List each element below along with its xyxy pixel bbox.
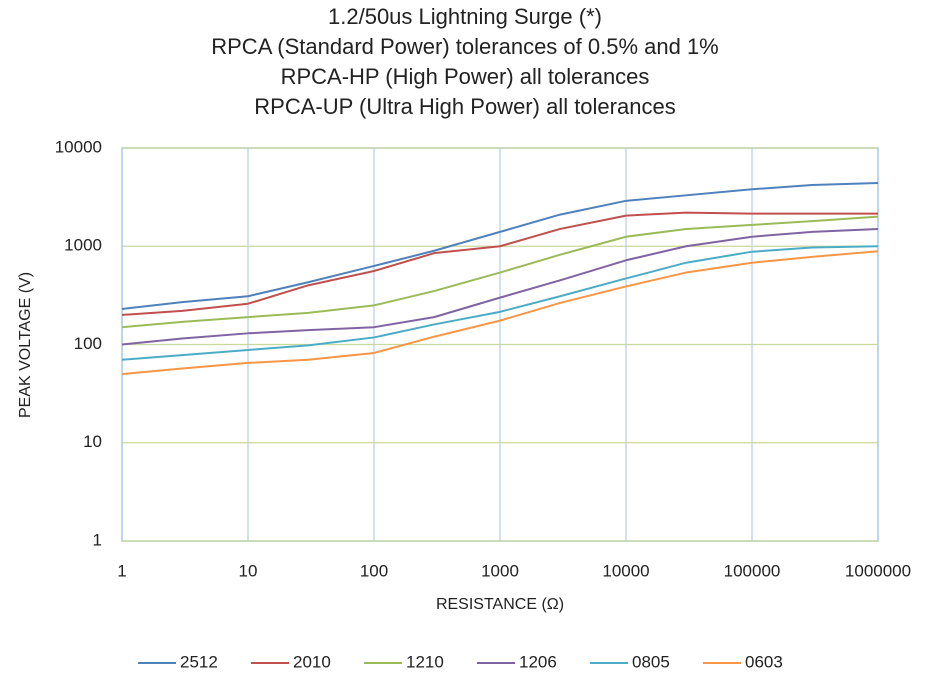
legend-label: 2010 — [293, 652, 331, 671]
legend-label: 0805 — [632, 652, 670, 671]
y-tick-label: 1 — [93, 530, 102, 549]
x-tick-label: 1000 — [481, 561, 519, 580]
legend-label: 1210 — [406, 652, 444, 671]
series-line — [121, 211, 878, 316]
chart-title: 1.2/50us Lightning Surge (*) — [328, 4, 602, 29]
y-tick-label: 100 — [74, 334, 102, 353]
legend-label: 2512 — [180, 652, 218, 671]
series-line — [121, 227, 879, 346]
y-tick-label: 10000 — [55, 137, 102, 156]
chart-title: RPCA (Standard Power) tolerances of 0.5%… — [211, 34, 719, 59]
x-axis-label: RESISTANCE (Ω) — [436, 596, 564, 613]
x-tick-label: 1000000 — [845, 561, 911, 580]
series-line — [121, 215, 879, 329]
x-tick-label: 100000 — [724, 561, 781, 580]
chart-title: RPCA-UP (Ultra High Power) all tolerance… — [254, 94, 675, 119]
chart-title: RPCA-HP (High Power) all tolerances — [281, 64, 650, 89]
x-tick-label: 100 — [360, 561, 388, 580]
series-line — [121, 250, 879, 376]
y-tick-label: 1000 — [64, 236, 102, 255]
x-tick-label: 10 — [239, 561, 258, 580]
y-axis-label: PEAK VOLTAGE (V) — [17, 272, 34, 418]
series-line — [121, 182, 879, 310]
series-line — [121, 245, 879, 361]
legend-label: 1206 — [519, 652, 557, 671]
x-tick-label: 1 — [117, 561, 126, 580]
legend-label: 0603 — [745, 652, 783, 671]
y-tick-label: 10 — [83, 432, 102, 451]
x-tick-label: 10000 — [602, 561, 649, 580]
